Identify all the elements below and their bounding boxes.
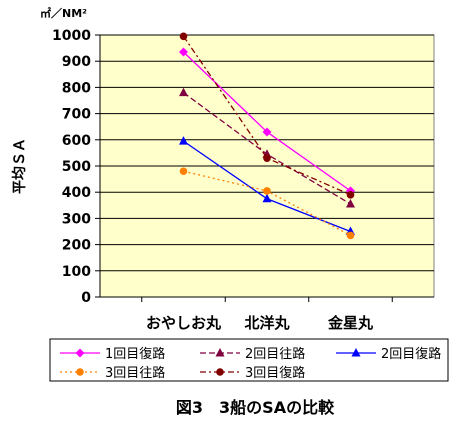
y-tick-label: 100 [62,264,91,280]
data-point [262,193,272,203]
data-point [179,32,188,41]
legend-label: 3回目往路 [105,365,165,381]
unit-label: ㎡／NM² [40,6,87,20]
legend-marker [215,348,225,357]
x-tick-label: 金星丸 [327,314,374,332]
y-tick-label: 300 [62,211,91,227]
data-point [179,47,188,57]
y-tick-label: 1000 [52,28,91,44]
y-tick-label: 200 [62,238,91,254]
legend-entry-4: 3回目往路 [60,365,165,381]
y-tick-label: 800 [62,80,91,96]
data-point [346,231,355,240]
data-point [346,191,355,199]
data-point [263,154,271,162]
legend-label: 3回目復路 [245,365,305,381]
legend-marker [216,368,224,376]
series-4 [179,167,355,240]
series-5 [179,32,355,199]
legend-entry-2: 2回目往路 [200,346,305,362]
legend: 1回目復路 2回目往路 2回目復路 3回目往路 3回目復路 [60,346,441,381]
legend-label: 2回目復路 [381,346,441,362]
legend-entry-3: 2回目復路 [336,346,441,362]
y-tick-label: 900 [62,54,91,70]
series-layer [179,32,355,240]
legend-marker [75,348,85,358]
y-tick-label: 400 [62,185,91,201]
legend-box [49,338,449,382]
legend-marker [76,368,84,376]
figure-caption: 図3 3船のSAの比較 [176,398,335,417]
y-tick-label: 500 [62,159,91,175]
legend-label: 2回目往路 [245,346,305,362]
data-point [179,167,188,176]
y-tick-label: 0 [81,290,91,306]
x-tick-label: おやしお丸 [146,314,222,332]
data-point [179,136,188,145]
legend-label: 1回目復路 [105,346,165,362]
legend-marker [351,348,361,357]
data-point [179,87,188,97]
data-point [262,127,272,137]
y-tick-label: 700 [62,107,91,123]
legend-entry-5: 3回目復路 [200,365,305,381]
legend-entry-1: 1回目復路 [60,346,165,362]
axes: 0 100 200 300 400 500 600 700 800 900 1000 おやしお丸 北洋丸… [52,28,434,332]
gridlines [100,34,434,272]
data-point [263,187,271,195]
data-point [346,198,355,208]
y-tick-label: 600 [62,133,91,149]
x-tick-label: 北洋丸 [244,314,290,332]
y-axis-label: 平均ＳＡ [11,138,28,194]
